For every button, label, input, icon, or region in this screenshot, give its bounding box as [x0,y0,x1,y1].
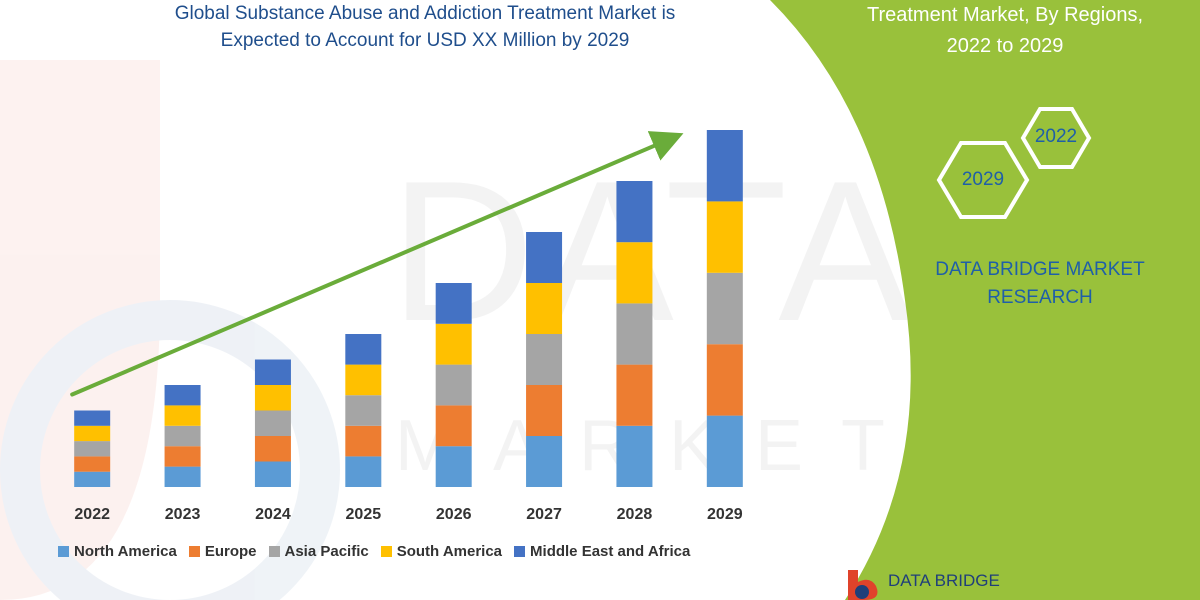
bar-segment-2024-europe [254,436,291,462]
bar-segment-2028-europe [616,364,653,426]
brand-name-line-2: RESEARCH [987,287,1093,308]
bar-segment-2023-asia-pacific [164,425,201,447]
legend-swatch-north-america [58,545,69,557]
bar-segment-2029-asia-pacific [706,272,743,345]
legend-swatch-middle-east-and-africa [514,545,526,557]
trend-arrow [70,131,684,397]
bar-segment-2027-asia-pacific [526,334,563,385]
bar-segment-2025-asia-pacific [345,395,382,426]
bar-segment-2022-south-america [74,425,111,442]
bar-segment-2024-middle-east-and-africa [254,359,291,385]
panel-title: Treatment Market, By Regions, 2022 to 20… [820,0,1190,62]
brand-name: DATA BRIDGE MARKET RESEARCH [905,256,1175,312]
bar-segment-2022-north-america [74,471,111,487]
bar-segment-2022-europe [74,456,111,472]
x-tick-label-2028: 2028 [617,506,653,523]
bar-segment-2023-europe [164,446,201,467]
bar-segment-2024-asia-pacific [254,410,291,436]
x-tick-label-2024: 2024 [255,506,291,523]
x-tick-label-2027: 2027 [526,506,562,523]
legend-label-europe: Europe [204,542,257,560]
footer-logo-icon [848,570,878,600]
chart-title-line-1: Global Substance Abuse and Addiction Tre… [174,3,676,24]
bar-segment-2027-north-america [526,436,563,487]
bar-segment-2023-south-america [164,405,201,426]
bar-segment-2029-middle-east-and-africa [706,130,743,202]
x-tick-label-2025: 2025 [346,506,382,523]
bar-segment-2026-south-america [435,323,472,365]
brand-name-line-1: DATA BRIDGE MARKET [935,259,1145,280]
bar-segment-2028-middle-east-and-africa [616,181,653,243]
bar-segment-2024-south-america [254,385,291,411]
panel-title-line-1: Treatment Market, By Regions, [866,4,1144,26]
bar-segment-2024-north-america [254,461,291,487]
bar-segment-2028-south-america [616,242,653,304]
x-tick-label-2029: 2029 [707,506,743,523]
x-tick-label-2023: 2023 [165,506,201,523]
bar-segment-2025-middle-east-and-africa [345,334,382,365]
bar-segment-2028-asia-pacific [616,303,653,365]
legend: North America Europe Asia Pacific South Ame… [58,540,690,562]
bar-segment-2025-south-america [345,364,382,396]
bar-segment-2029-north-america [706,415,743,487]
bar-segment-2027-middle-east-and-africa [526,232,563,283]
x-tick-label-2026: 2026 [436,506,472,523]
bar-segment-2026-asia-pacific [435,364,472,406]
legend-item-north-america: North America [58,543,177,560]
bars-group [74,130,743,487]
legend-swatch-europe [188,545,200,557]
legend-label-middle-east-and-africa: Middle East and Africa [530,542,691,560]
hexagon-label-2029: 2029 [961,169,1005,190]
chart-title: Global Substance Abuse and Addiction Tre… [40,0,810,54]
bar-segment-2028-north-america [616,425,653,487]
legend-item-middle-east-and-africa: Middle East and Africa [514,543,690,560]
bar-segment-2026-middle-east-and-africa [435,283,472,324]
bar-segment-2029-europe [706,344,743,416]
bar-segment-2022-middle-east-and-africa [74,410,111,426]
legend-swatch-asia-pacific [268,545,280,557]
bar-segment-2025-north-america [345,456,382,487]
legend-item-asia-pacific: Asia Pacific [268,542,369,560]
bar-segment-2026-europe [435,405,472,447]
bar-segment-2023-north-america [164,466,201,487]
bar-segment-2025-europe [345,425,382,457]
bar-segment-2027-europe [526,385,563,436]
bar-segment-2026-north-america [435,446,472,487]
legend-item-europe: Europe [188,542,257,560]
x-tick-label-2022: 2022 [74,506,110,523]
legend-label-asia-pacific: Asia Pacific [284,542,369,560]
panel-title-line-2: 2022 to 2029 [946,35,1064,57]
legend-label-north-america: North America [74,542,177,560]
chart-title-line-2: Expected to Account for USD XX Million b… [220,30,630,51]
bar-segment-2023-middle-east-and-africa [164,385,201,406]
legend-swatch-south-america [380,545,392,557]
legend-label-south-america: South America [396,542,503,560]
x-tick-labels: 2022 2023 2024 2025 2026 2027 2028 2029 [74,506,742,523]
hexagon-label-2022: 2022 [1034,126,1078,147]
legend-item-south-america: South America [380,542,503,560]
bar-segment-2029-south-america [706,201,743,273]
bar-segment-2022-asia-pacific [74,441,111,457]
footer-logo-text: DATA BRIDGE [888,571,1000,590]
bar-segment-2027-south-america [526,283,563,334]
